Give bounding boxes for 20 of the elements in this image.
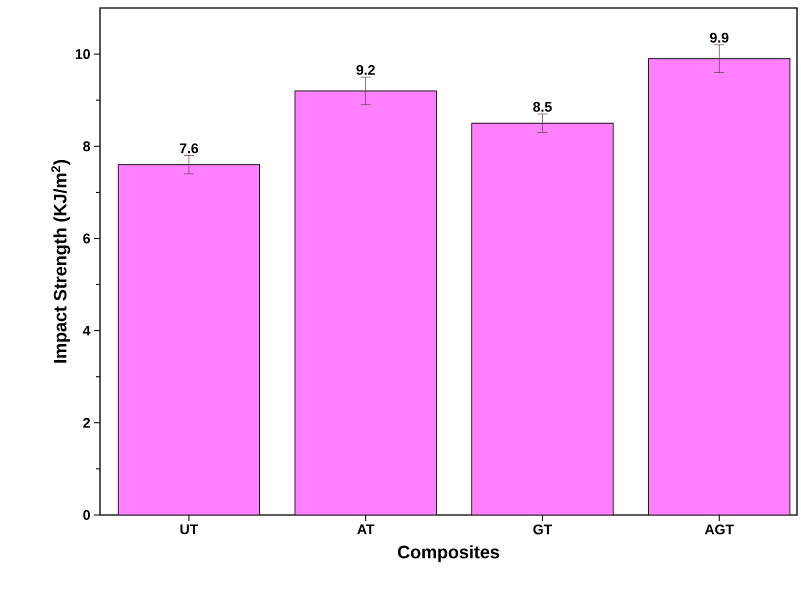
x-tick-label: UT <box>180 524 198 534</box>
y-tick-label: 10 <box>76 49 90 60</box>
x-tick-label: AGT <box>704 524 734 534</box>
bar <box>118 164 260 515</box>
data-label: 7.6 <box>180 143 198 154</box>
bar <box>648 58 790 515</box>
x-axis-title: Composites <box>398 545 500 562</box>
bar <box>294 90 437 515</box>
y-axis-title: Impact Strength (KJ/m$^{2}$) <box>51 160 70 363</box>
y-tick-label: 4 <box>82 326 90 336</box>
y-tick-label: 0 <box>83 510 90 520</box>
x-tick-label: GT <box>533 524 552 534</box>
data-label: 9.9 <box>710 32 728 43</box>
y-tick-label: 8 <box>83 141 90 152</box>
bar <box>471 122 614 515</box>
data-label: 8.5 <box>533 102 552 112</box>
y-tick-label: 2 <box>83 418 90 428</box>
data-label: 9.2 <box>356 65 375 75</box>
y-tick-label: 6 <box>83 233 90 244</box>
x-tick-label: AT <box>357 524 374 534</box>
